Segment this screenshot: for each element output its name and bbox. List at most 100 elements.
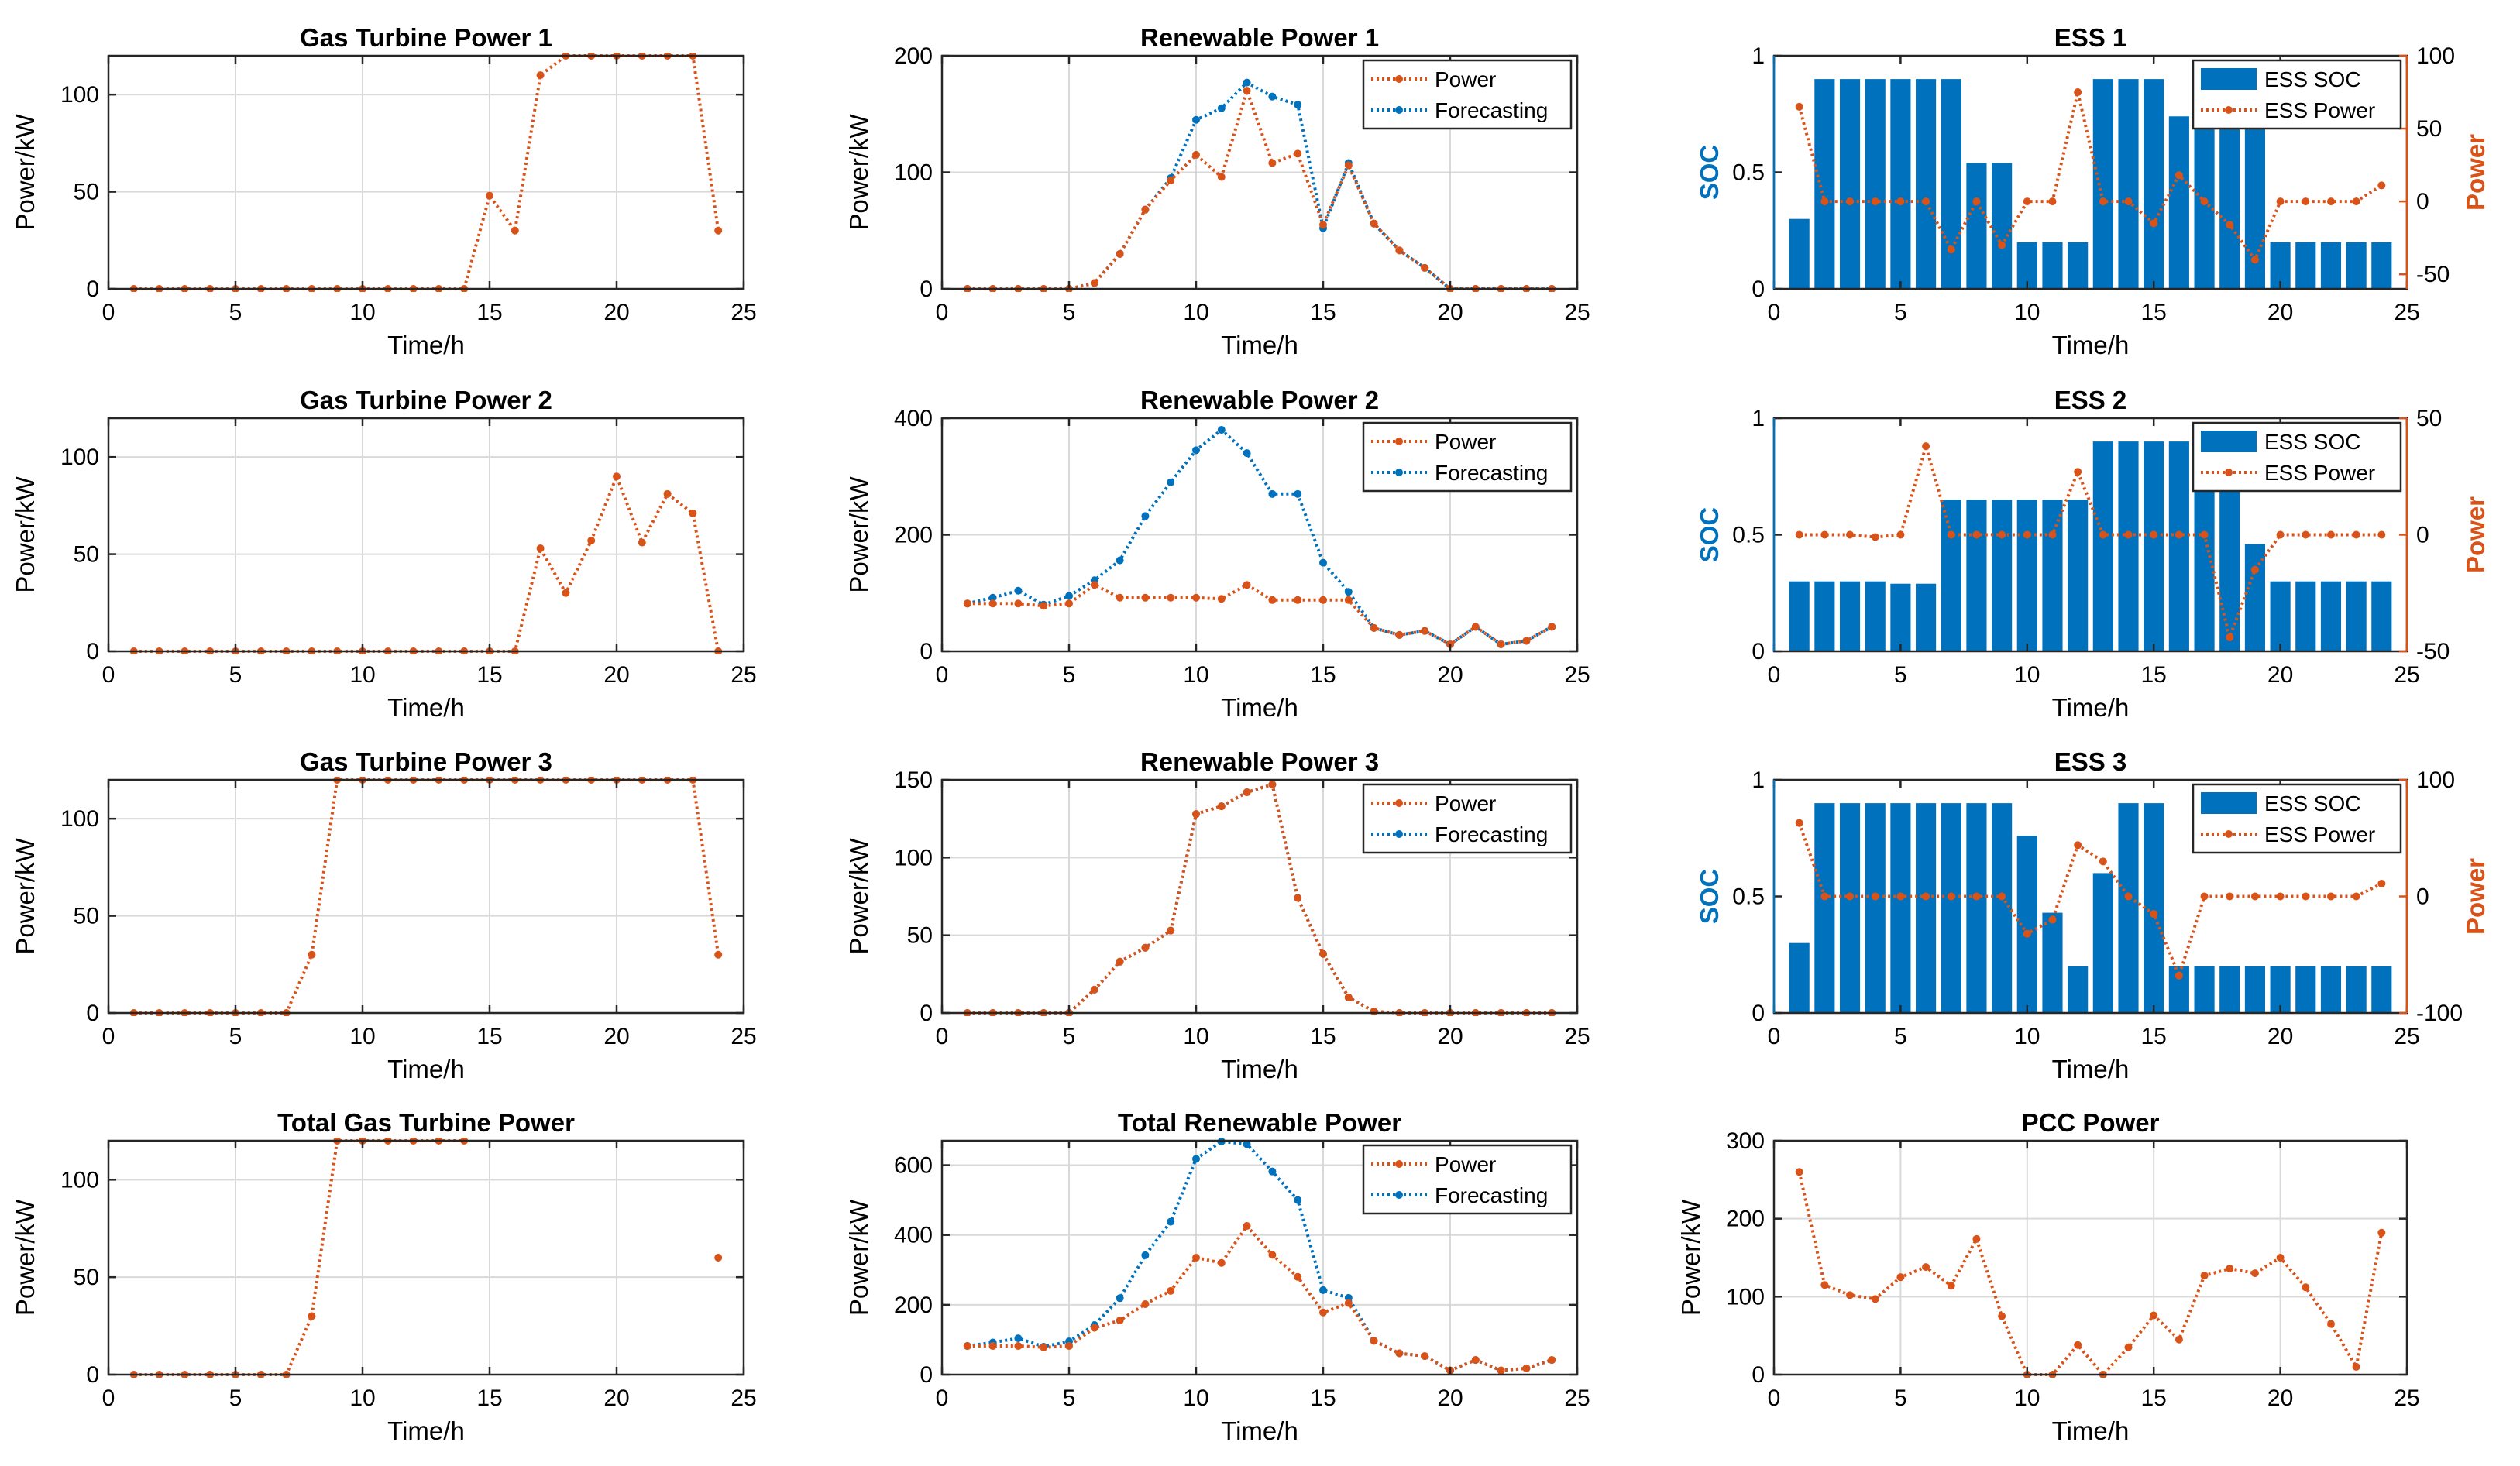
data-point [1217, 104, 1226, 112]
data-point [1846, 530, 1855, 539]
data-point [2302, 892, 2310, 901]
y2-tick-label: 50 [2416, 116, 2442, 142]
data-point [1243, 449, 1251, 458]
data-point [714, 226, 723, 235]
chart-title: Gas Turbine Power 1 [300, 23, 552, 52]
data-point [1947, 892, 1955, 901]
data-point [2326, 197, 2335, 206]
plot-marks [129, 472, 723, 654]
data-point [714, 1254, 723, 1262]
series-line-ess-power [1799, 440, 2382, 643]
data-point [1014, 1334, 1023, 1343]
data-point [1922, 892, 1930, 901]
data-point [1065, 592, 1073, 600]
data-point [2174, 171, 2183, 180]
x-tick-label: 15 [1310, 1385, 1336, 1411]
data-point [1192, 446, 1200, 455]
x-axis-label: Time/h [387, 331, 465, 359]
y-tick-label: 150 [894, 767, 933, 793]
data-point [1344, 596, 1353, 604]
data-point [2200, 1272, 2209, 1280]
legend-box [1362, 421, 1573, 493]
x-tick-label: 5 [1063, 662, 1076, 688]
data-point [1370, 623, 1378, 632]
x-tick-label: 25 [1564, 1024, 1590, 1049]
data-point [1116, 249, 1124, 258]
legend-label: Power [1435, 430, 1496, 454]
x-tick-label: 5 [1894, 300, 1907, 325]
data-point [1243, 78, 1251, 87]
chart-title: Gas Turbine Power 2 [300, 386, 552, 414]
soc-bar [2270, 242, 2291, 289]
y-tick-label: 0 [1752, 276, 1765, 302]
plot-marks [1789, 440, 2392, 651]
soc-bar [2092, 873, 2113, 1013]
soc-bar [2118, 441, 2139, 651]
data-point [2124, 1343, 2133, 1351]
data-point [1217, 1258, 1226, 1267]
soc-bar [1839, 803, 1861, 1013]
chart-gt3: 0 5 10 15 20 25 0 50 100 Gas Turbine Power 3 Time/… [11, 747, 757, 1083]
data-point [2200, 892, 2209, 901]
axes-box [940, 1139, 1579, 1376]
soc-bar [2168, 116, 2189, 289]
data-point [1319, 949, 1327, 958]
data-point [2150, 530, 2158, 539]
plot-marks [1789, 803, 2392, 1013]
x-tick-label: 25 [731, 300, 756, 325]
data-point [1922, 1263, 1930, 1272]
soc-bar [2016, 242, 2037, 289]
x-tick-label: 5 [1063, 300, 1076, 325]
x-tick-label: 5 [1894, 1024, 1907, 1049]
x-tick-label: 0 [936, 300, 949, 325]
data-point [1294, 596, 1302, 604]
y2-tick-label: 0 [2416, 884, 2429, 910]
data-point [2200, 197, 2209, 206]
data-point [1294, 149, 1302, 158]
data-point [638, 538, 646, 547]
data-point [1421, 1352, 1429, 1361]
data-point [1243, 1221, 1251, 1230]
data-point [2377, 181, 2386, 190]
data-point [1014, 599, 1023, 608]
x-tick-label: 10 [349, 1024, 375, 1049]
soc-bar [2244, 966, 2265, 1013]
soc-bar [2371, 242, 2392, 289]
legend-marker [1395, 469, 1403, 476]
soc-bar [2194, 966, 2215, 1013]
legend-swatch [2201, 68, 2257, 90]
x-tick-label: 0 [102, 1385, 115, 1411]
y-tick-label: 0.5 [1732, 884, 1765, 910]
data-point [1319, 1286, 1327, 1294]
data-point [2302, 530, 2310, 539]
data-point [1141, 593, 1150, 602]
data-point [1268, 1167, 1277, 1176]
data-point [2023, 530, 2031, 539]
data-point [1243, 788, 1251, 797]
data-point [1217, 802, 1226, 811]
soc-bar [2016, 500, 2037, 651]
soc-bar [1865, 79, 1886, 289]
data-point [1141, 1251, 1150, 1259]
soc-bar [2320, 581, 2342, 651]
y-tick-label: 0.5 [1732, 160, 1765, 186]
soc-bar [1941, 79, 1961, 289]
y-tick-label: 0 [86, 276, 99, 302]
soc-bar [1814, 79, 1835, 289]
data-point [486, 191, 493, 200]
x-axis-label: Time/h [1221, 1055, 1298, 1083]
data-point [1141, 1299, 1150, 1308]
y2-axis-label: Power [2461, 134, 2490, 211]
chart-title: Renewable Power 1 [1140, 23, 1379, 52]
soc-bar [2244, 544, 2265, 651]
y-tick-label: 0 [920, 276, 933, 302]
y-tick-label: 0 [86, 639, 99, 664]
chart-title: PCC Power [2022, 1108, 2160, 1137]
y2-tick-label: -50 [2416, 262, 2450, 287]
data-point [2174, 1335, 2183, 1344]
data-point [1998, 892, 2006, 901]
x-tick-label: 25 [2394, 1385, 2419, 1411]
y2-tick-label: 0 [2416, 523, 2429, 548]
soc-bar [2346, 966, 2367, 1013]
soc-bar [1966, 500, 1987, 651]
